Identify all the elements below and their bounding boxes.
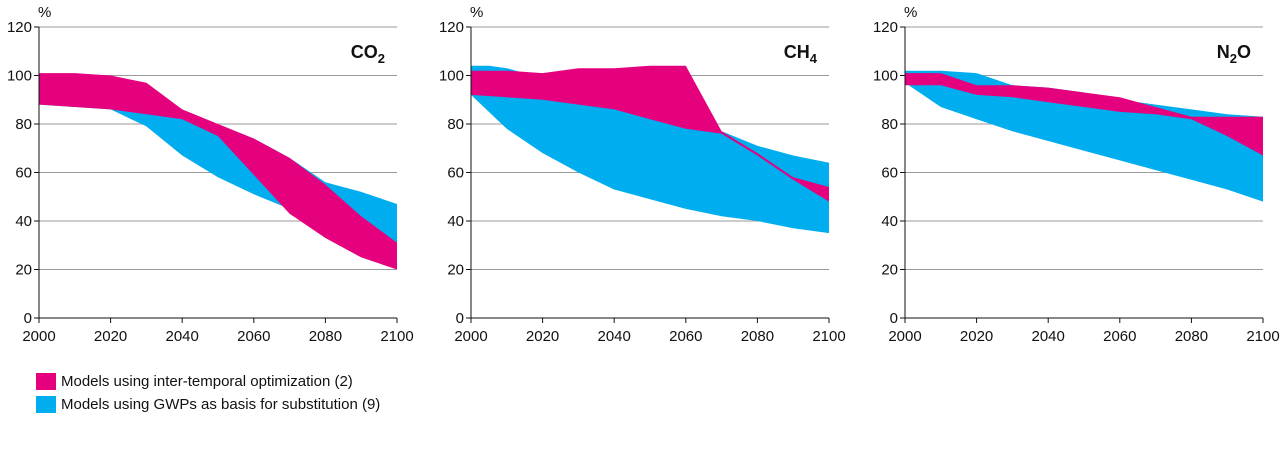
y-tick-label: 40 <box>881 213 898 230</box>
band-gwp <box>905 70 1263 202</box>
y-tick-label: 100 <box>873 68 898 85</box>
x-tick-label: 2000 <box>888 328 921 345</box>
y-tick-label: 80 <box>447 116 464 133</box>
y-tick-label: 80 <box>15 116 32 133</box>
x-tick-label: 2040 <box>166 328 199 345</box>
legend-swatch-inter-temporal <box>36 373 56 390</box>
legend-label-gwp: Models using GWPs as basis for substitut… <box>61 396 381 413</box>
y-tick-label: 80 <box>881 116 898 133</box>
y-tick-label: 120 <box>873 19 898 36</box>
legend-swatch-gwp <box>36 396 56 413</box>
x-tick-label: 2020 <box>960 328 993 345</box>
x-tick-label: 2020 <box>526 328 559 345</box>
y-tick-label: 0 <box>890 310 898 327</box>
y-tick-label: 40 <box>15 213 32 230</box>
band-inter <box>905 73 1263 156</box>
x-tick-label: 2100 <box>380 328 413 345</box>
x-tick-label: 2060 <box>669 328 702 345</box>
y-axis-label: % <box>904 4 917 21</box>
band-gwp <box>471 65 829 234</box>
legend-label-inter-temporal: Models using inter-temporal optimization… <box>61 373 353 390</box>
x-tick-label: 2020 <box>94 328 127 345</box>
y-tick-label: 0 <box>456 310 464 327</box>
band-inter <box>471 65 829 202</box>
x-tick-label: 2080 <box>309 328 342 345</box>
y-tick-label: 120 <box>7 19 32 36</box>
y-tick-label: 100 <box>7 68 32 85</box>
y-tick-label: 20 <box>15 262 32 279</box>
band-inter <box>39 73 397 270</box>
y-tick-label: 0 <box>24 310 32 327</box>
panel-title: CH4 <box>784 42 818 66</box>
y-tick-label: 60 <box>447 165 464 182</box>
y-tick-label: 20 <box>881 262 898 279</box>
y-tick-label: 20 <box>447 262 464 279</box>
x-tick-label: 2060 <box>237 328 270 345</box>
x-tick-label: 2000 <box>22 328 55 345</box>
panel-title: N2O <box>1217 42 1251 66</box>
x-tick-label: 2000 <box>454 328 487 345</box>
y-tick-label: 60 <box>881 165 898 182</box>
x-tick-label: 2100 <box>812 328 845 345</box>
y-axis-label: % <box>38 4 51 21</box>
y-tick-label: 120 <box>439 19 464 36</box>
y-tick-label: 100 <box>439 68 464 85</box>
y-tick-label: 40 <box>447 213 464 230</box>
x-tick-label: 2060 <box>1103 328 1136 345</box>
legend: Models using inter-temporal optimization… <box>36 370 380 416</box>
x-tick-label: 2040 <box>598 328 631 345</box>
x-tick-label: 2080 <box>1175 328 1208 345</box>
y-tick-label: 60 <box>15 165 32 182</box>
x-tick-label: 2080 <box>741 328 774 345</box>
y-axis-label: % <box>470 4 483 21</box>
legend-item-gwp: Models using GWPs as basis for substitut… <box>36 393 380 416</box>
legend-item-inter-temporal: Models using inter-temporal optimization… <box>36 370 380 393</box>
x-tick-label: 2040 <box>1032 328 1065 345</box>
panel-title: CO2 <box>351 42 385 66</box>
x-tick-label: 2100 <box>1246 328 1279 345</box>
